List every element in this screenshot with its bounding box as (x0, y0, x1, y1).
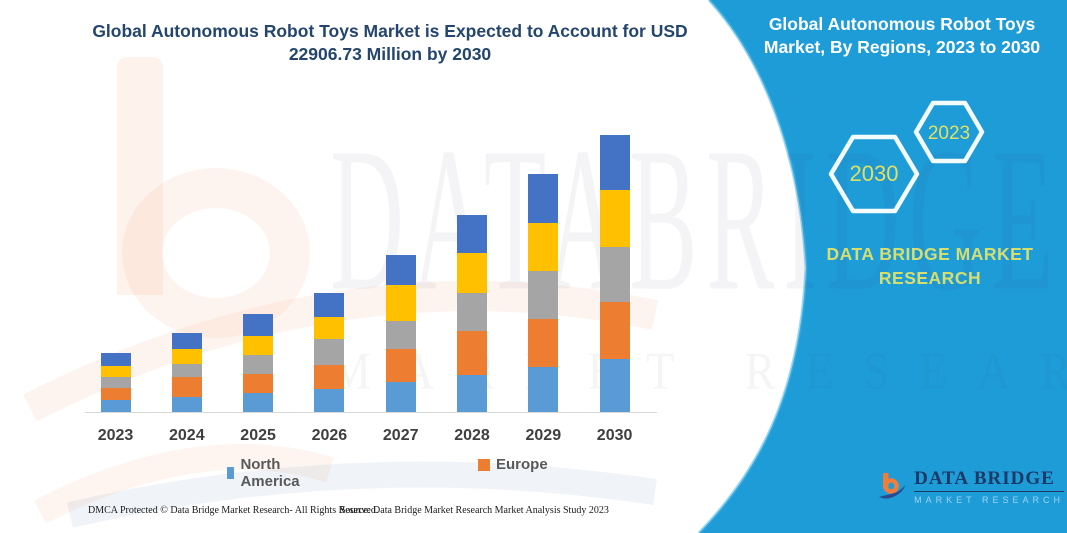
axis-label-2024: 2024 (169, 427, 205, 444)
bar-segment (171, 363, 202, 378)
bar-segment (243, 314, 274, 337)
bar-segment (385, 381, 416, 412)
bar-segment (171, 397, 202, 412)
bar-segment (243, 393, 274, 412)
chart-main-title: Global Autonomous Robot Toys Market is E… (70, 20, 710, 66)
legend-swatch (227, 467, 235, 479)
bar-segment (528, 367, 559, 412)
bar-segment (457, 375, 487, 412)
bar-segment (100, 377, 131, 389)
side-panel-title-line2: Market, By Regions, 2023 to 2030 (763, 37, 1041, 58)
data-bridge-logo: DATA BRIDGE MARKET RESEARCH (878, 452, 1064, 520)
main-title-line2: 22906.73 Million by 2030 (288, 44, 492, 65)
legend-label: Europe (496, 456, 548, 473)
bar-segment (243, 374, 274, 393)
bar-segment (385, 284, 416, 321)
bar-segment (100, 400, 131, 412)
stacked-bar-2028 (457, 215, 487, 412)
bar-segment (314, 364, 345, 389)
logo-subtitle: MARKET RESEARCH (914, 494, 1064, 505)
logo-text: DATA BRIDGE MARKET RESEARCH (914, 468, 1064, 505)
axis-label-2028: 2028 (454, 427, 490, 444)
side-panel-title: Global Autonomous Robot Toys Market, By … (745, 13, 1059, 59)
x-axis-line (85, 412, 657, 413)
bar-segment (314, 338, 345, 365)
hexagon-2030-label: 2030 (850, 161, 899, 186)
bar-segment (457, 215, 487, 253)
axis-label-2030: 2030 (596, 427, 633, 444)
bar-segment (457, 331, 487, 375)
bar-segment (599, 359, 630, 412)
bar-segment (528, 271, 559, 319)
bar-segment (528, 319, 559, 367)
axis-label-2027: 2027 (382, 427, 419, 444)
bar-segment (171, 348, 202, 364)
logo-title: DATA BRIDGE (914, 468, 1064, 492)
bar-segment (314, 389, 345, 412)
stacked-bar-2024 (171, 333, 202, 412)
stacked-bar-2023 (100, 352, 131, 412)
stacked-bar-2030 (599, 135, 630, 412)
hexagon-2030-outline (828, 134, 920, 214)
stacked-bar-2027 (385, 254, 416, 412)
year-hexagons: 2030 2023 (828, 100, 985, 214)
side-panel-edge-highlight (697, 0, 808, 533)
axis-label-2029: 2029 (525, 427, 562, 444)
stacked-bar-2026 (314, 292, 345, 412)
bar-segment (314, 316, 345, 339)
hexagon-2023-label: 2023 (928, 123, 970, 144)
axis-label-2025: 2025 (240, 427, 276, 444)
bar-segment (599, 302, 630, 359)
bar-segment (171, 333, 202, 349)
bar-segment (457, 253, 487, 293)
bar-segment (599, 135, 630, 191)
stacked-bar-2025 (243, 314, 274, 412)
legend-swatch (478, 458, 490, 471)
side-panel-shape (699, 0, 1067, 533)
legend-item-north-america: North America (227, 456, 304, 490)
bar-segment (599, 190, 630, 248)
bar-segment (314, 292, 345, 317)
legend-item-europe: Europe (478, 456, 548, 473)
side-panel-brand-text: DATA BRIDGE MARKET RESEARCH (790, 243, 1067, 290)
source-note: Source: Data Bridge Market Research Mark… (340, 505, 609, 516)
bar-segment (100, 388, 131, 401)
bar-segment (599, 247, 630, 303)
bar-segment (171, 377, 202, 398)
axis-label-2026: 2026 (311, 427, 348, 444)
logo-icon-swoosh (879, 484, 906, 499)
logo-icon-bowl (883, 478, 899, 494)
bar-segment (528, 223, 559, 271)
side-panel-title-line1: Global Autonomous Robot Toys (768, 14, 1036, 34)
bar-segment (457, 293, 487, 331)
bar-segment (243, 355, 274, 375)
brand-text-line1: DATA BRIDGE MARKET (826, 244, 1034, 264)
dmca-notice: DMCA Protected © Data Bridge Market Rese… (88, 505, 379, 516)
data-bridge-logo-icon (879, 472, 906, 499)
bar-segment (100, 366, 131, 378)
brand-text-line2: RESEARCH (878, 267, 982, 288)
bar-segment (385, 254, 416, 285)
main-title-line1: Global Autonomous Robot Toys Market is E… (92, 21, 688, 41)
stacked-bar-2029 (528, 174, 559, 412)
bar-segment (528, 174, 559, 223)
axis-label-2023: 2023 (97, 427, 134, 444)
bar-segment (385, 348, 416, 382)
bar-segment (243, 336, 274, 356)
legend-label: North America (240, 456, 300, 490)
bar-segment (100, 352, 131, 367)
bar-segment (385, 320, 416, 349)
hexagon-2023-outline (913, 100, 985, 164)
